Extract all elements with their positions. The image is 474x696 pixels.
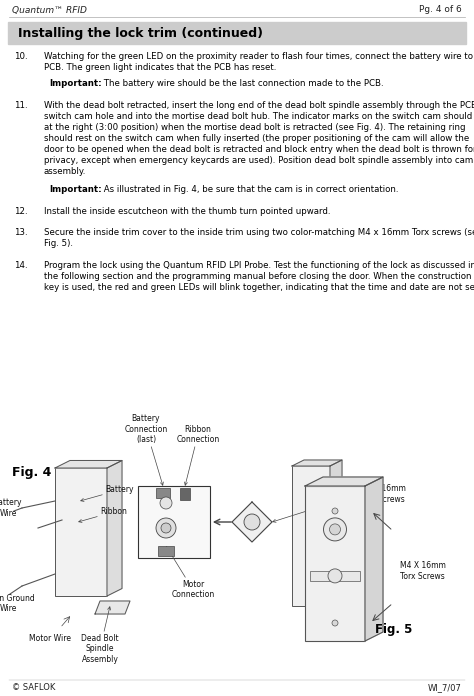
Text: Battery: Battery xyxy=(81,486,134,501)
Polygon shape xyxy=(95,601,130,614)
Text: Dead Bolt
Spindle
Assembly: Dead Bolt Spindle Assembly xyxy=(81,607,119,664)
Text: Install the inside escutcheon with the thumb turn pointed upward.: Install the inside escutcheon with the t… xyxy=(44,207,330,216)
Bar xyxy=(8,22,466,44)
Bar xyxy=(138,486,210,558)
Text: Ribbon: Ribbon xyxy=(79,507,127,523)
Polygon shape xyxy=(55,461,122,468)
Text: 12.: 12. xyxy=(14,207,27,216)
Text: Secure the inside trim cover to the inside trim using two color-matching M4 x 16: Secure the inside trim cover to the insi… xyxy=(44,228,474,248)
Circle shape xyxy=(323,518,346,541)
Circle shape xyxy=(329,524,340,535)
Circle shape xyxy=(156,518,176,538)
Text: M4 X 16mm
Torx Screws: M4 X 16mm Torx Screws xyxy=(339,484,406,504)
Text: Battery
Wire: Battery Wire xyxy=(0,498,22,518)
Text: Important:: Important: xyxy=(49,185,101,194)
Text: Fig. 5: Fig. 5 xyxy=(375,623,412,636)
Bar xyxy=(310,571,360,581)
Polygon shape xyxy=(232,502,272,542)
Bar xyxy=(55,468,107,596)
Text: Quantum™ RFID: Quantum™ RFID xyxy=(12,6,87,15)
Polygon shape xyxy=(305,477,383,486)
Text: Ribbon
Connection: Ribbon Connection xyxy=(176,425,219,485)
Text: Watching for the green LED on the proximity reader to flash four times, connect : Watching for the green LED on the proxim… xyxy=(44,52,474,72)
Bar xyxy=(180,488,190,500)
Bar xyxy=(292,466,330,606)
Text: As illustrated in Fig. 4, be sure that the cam is in correct orientation.: As illustrated in Fig. 4, be sure that t… xyxy=(101,185,399,194)
Bar xyxy=(305,486,365,641)
Polygon shape xyxy=(107,461,122,596)
Text: M4 X 16mm
Torx Screws: M4 X 16mm Torx Screws xyxy=(400,561,446,580)
Circle shape xyxy=(332,508,338,514)
Text: Motor
Connection: Motor Connection xyxy=(166,546,215,599)
Text: Motor Wire: Motor Wire xyxy=(29,634,71,643)
Circle shape xyxy=(332,620,338,626)
Text: Battery
Connection
(last): Battery Connection (last) xyxy=(124,414,168,485)
Polygon shape xyxy=(292,460,342,466)
Text: 11.: 11. xyxy=(14,100,27,109)
Circle shape xyxy=(328,569,342,583)
Circle shape xyxy=(244,514,260,530)
Text: © SAFLOK: © SAFLOK xyxy=(12,683,55,693)
Text: 13.: 13. xyxy=(14,228,27,237)
Polygon shape xyxy=(330,460,342,606)
Text: 14.: 14. xyxy=(14,261,27,270)
Text: Green Ground
Wire: Green Ground Wire xyxy=(0,594,35,613)
Polygon shape xyxy=(365,477,383,641)
Bar xyxy=(156,488,170,498)
Text: 3:00
Position
ADB
Mortise: 3:00 Position ADB Mortise xyxy=(273,484,344,524)
Text: Important:: Important: xyxy=(49,79,101,88)
Text: WI_7/07: WI_7/07 xyxy=(428,683,462,693)
Text: Pg. 4 of 6: Pg. 4 of 6 xyxy=(419,6,462,15)
Circle shape xyxy=(161,523,171,533)
Text: Program the lock using the Quantum RFID LPI Probe. Test the functioning of the l: Program the lock using the Quantum RFID … xyxy=(44,261,474,292)
Text: Installing the lock trim (continued): Installing the lock trim (continued) xyxy=(18,26,263,40)
Text: 10.: 10. xyxy=(14,52,27,61)
Text: The battery wire should be the last connection made to the PCB.: The battery wire should be the last conn… xyxy=(101,79,383,88)
Text: With the dead bolt retracted, insert the long end of the dead bolt spindle assem: With the dead bolt retracted, insert the… xyxy=(44,100,474,176)
Bar xyxy=(158,546,174,556)
Text: Fig. 4: Fig. 4 xyxy=(12,466,51,479)
Circle shape xyxy=(160,497,172,509)
